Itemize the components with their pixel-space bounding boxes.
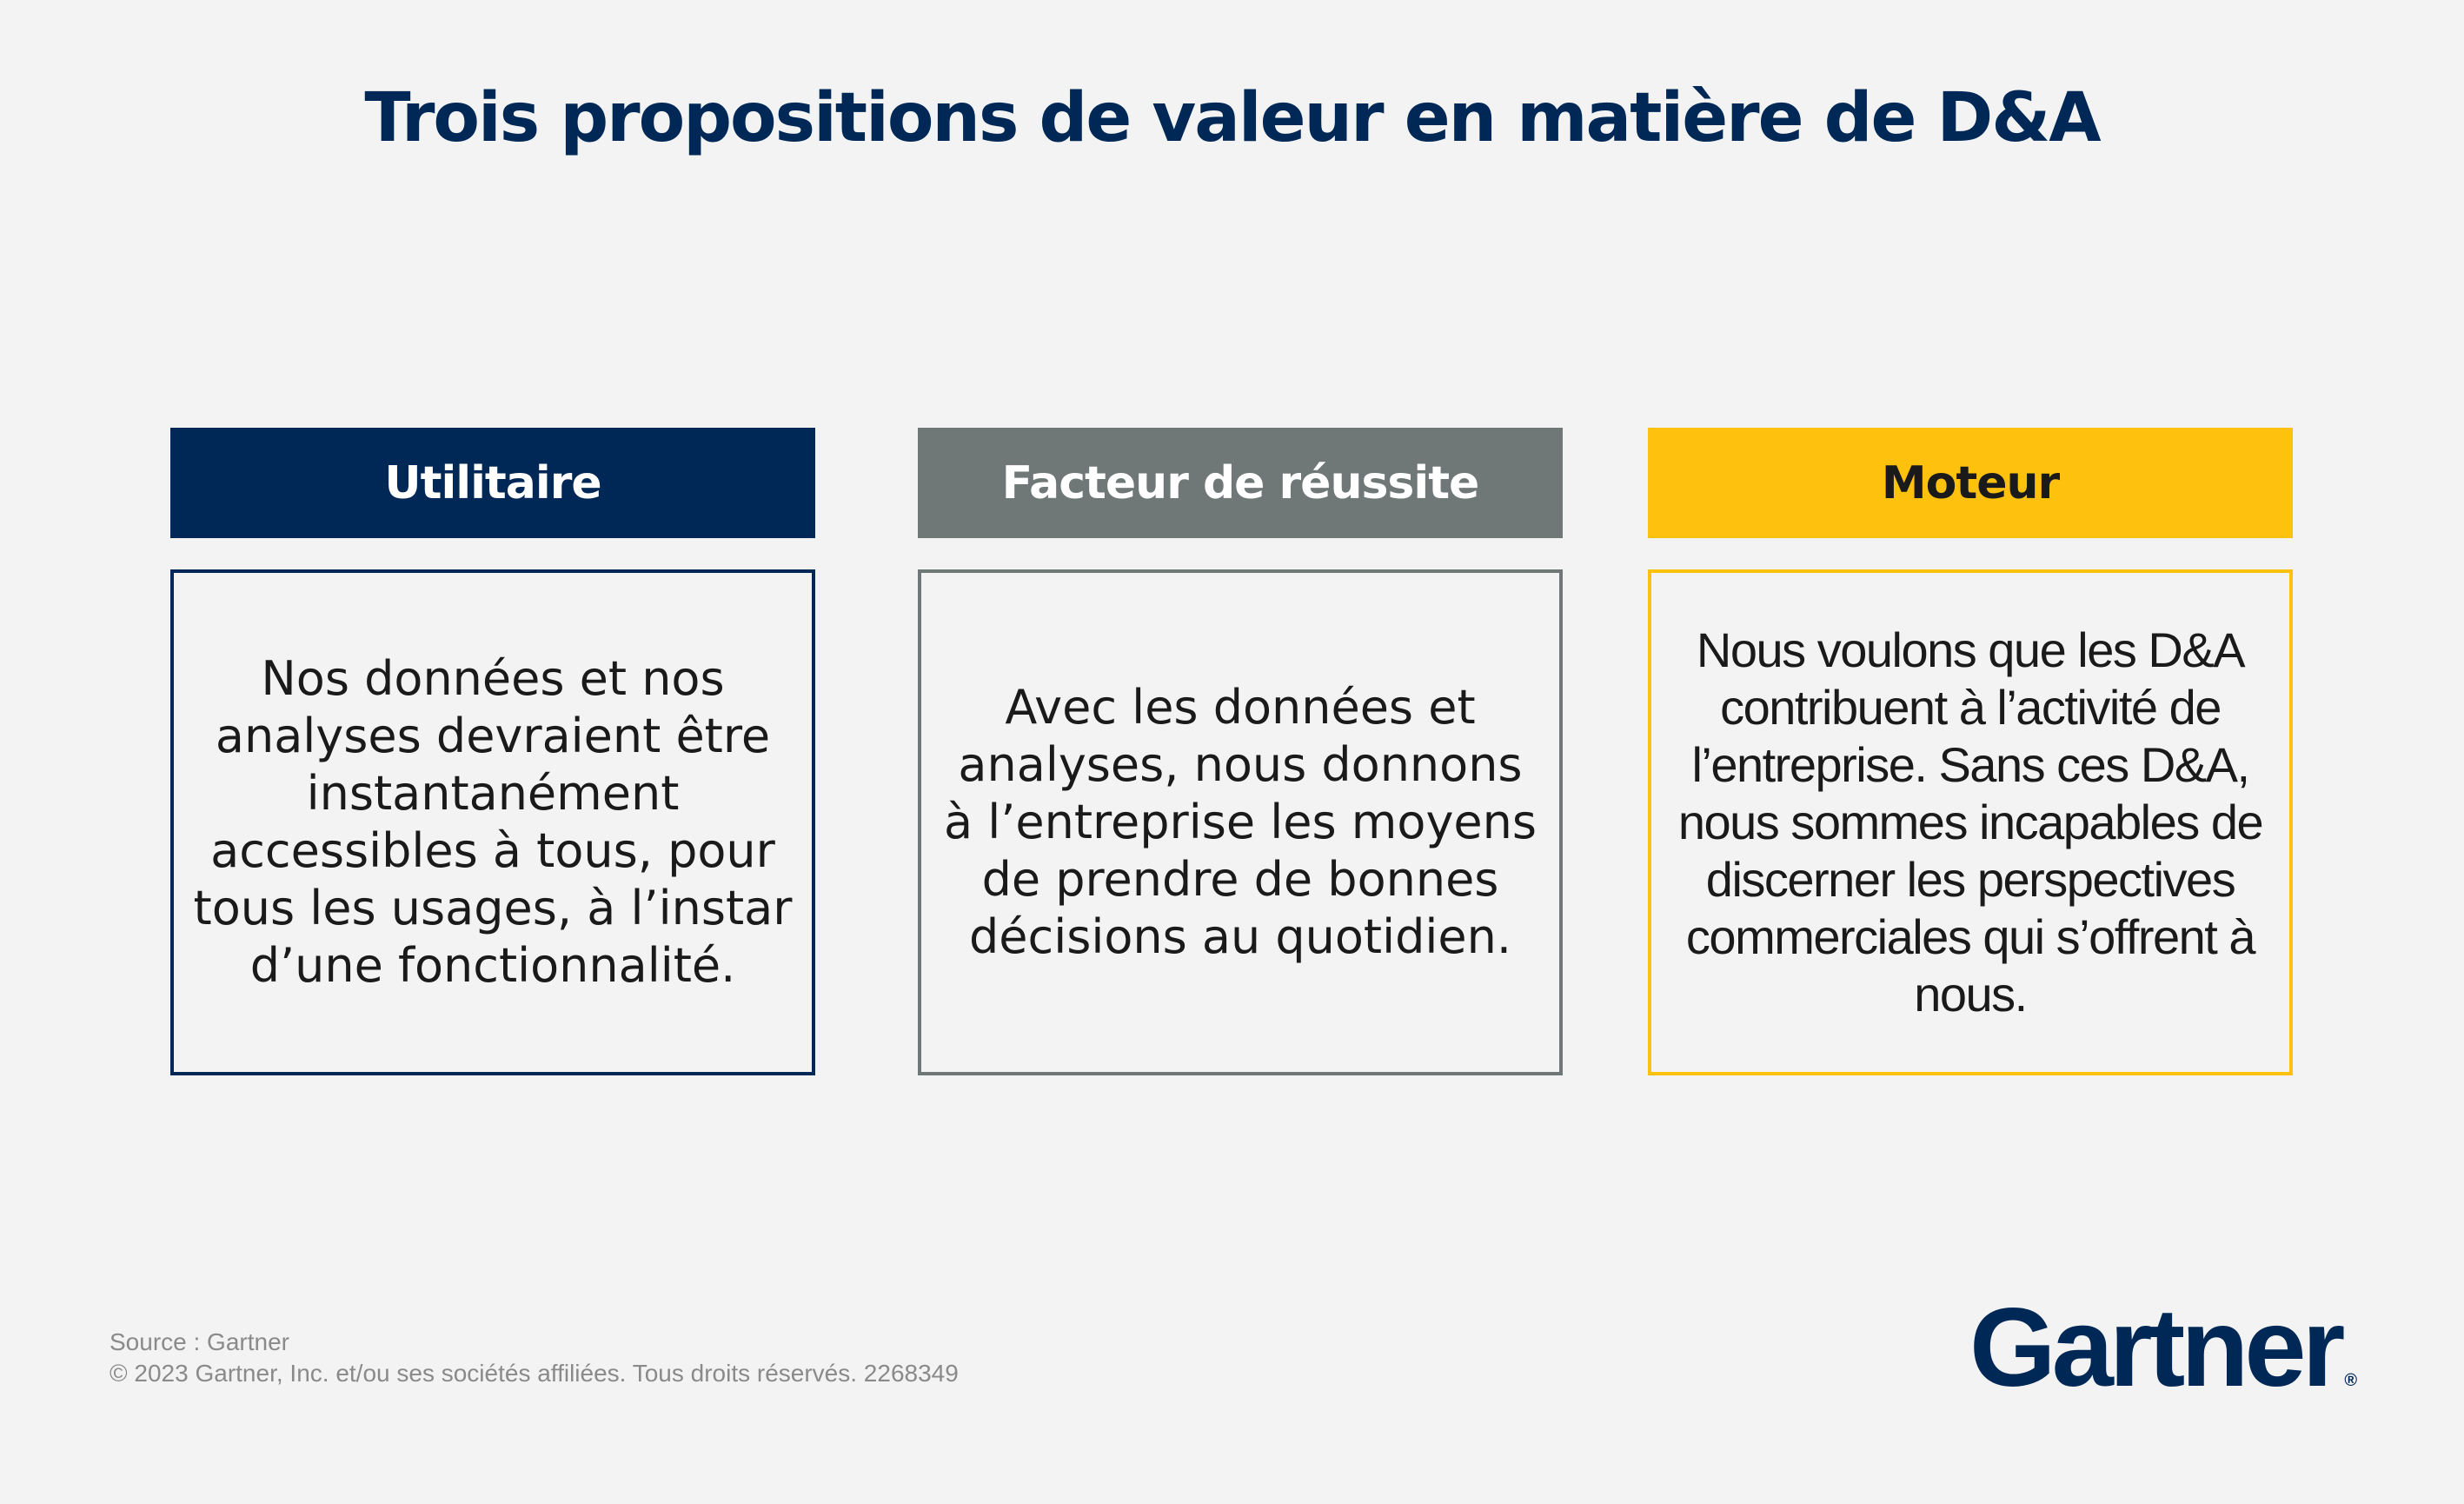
copyright-line: © 2023 Gartner, Inc. et/ou ses sociétés … xyxy=(110,1360,959,1387)
value-proposition-facteur-de-reussite: Facteur de réussite Avec les données et … xyxy=(918,428,1563,1075)
column-body-box: Nos données et nos analyses devraient êt… xyxy=(170,569,815,1075)
column-body-box: Nous voulons que les D&A contribuent à l… xyxy=(1648,569,2293,1075)
page-title: Trois propositions de valeur en matière … xyxy=(364,79,2101,157)
column-body-box: Avec les données et analyses, nous donno… xyxy=(918,569,1563,1075)
column-header: Facteur de réussite xyxy=(918,428,1563,538)
column-header: Moteur xyxy=(1648,428,2293,538)
column-body-text: Nos données et nos analyses devraient êt… xyxy=(193,651,793,993)
value-proposition-utilitaire: Utilitaire Nos données et nos analyses d… xyxy=(170,428,815,1075)
registered-mark: ® xyxy=(2344,1371,2358,1390)
source-line: Source : Gartner xyxy=(110,1328,289,1355)
gartner-logo: Gartner ® xyxy=(1969,1292,2358,1437)
logo-wordmark: Gartner xyxy=(1969,1286,2345,1410)
value-proposition-moteur: Moteur Nous voulons que les D&A contribu… xyxy=(1648,428,2293,1075)
column-body-text: Nous voulons que les D&A contribuent à l… xyxy=(1677,622,2264,1022)
footer-source: Source : Gartner © 2023 Gartner, Inc. et… xyxy=(110,1327,959,1389)
column-body-text: Avec les données et analyses, nous donno… xyxy=(944,680,1537,964)
column-header: Utilitaire xyxy=(170,428,815,538)
